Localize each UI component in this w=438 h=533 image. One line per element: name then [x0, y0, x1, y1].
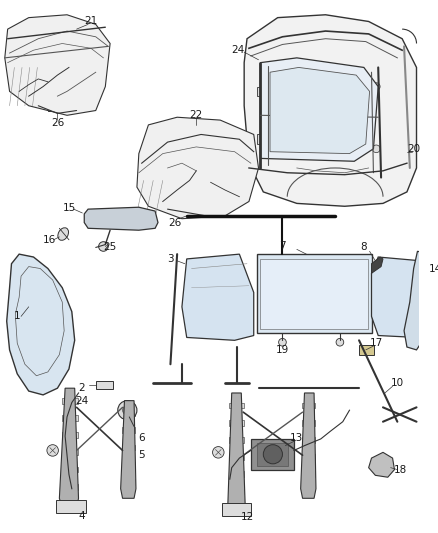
Bar — [251, 439, 294, 470]
Text: 1: 1 — [14, 311, 21, 321]
Text: 13: 13 — [290, 433, 304, 443]
Ellipse shape — [47, 445, 58, 456]
Ellipse shape — [123, 406, 132, 415]
Bar — [229, 402, 244, 408]
Bar — [62, 467, 78, 472]
Bar — [359, 345, 374, 354]
Bar — [302, 402, 315, 408]
Ellipse shape — [118, 401, 137, 420]
Text: 21: 21 — [85, 17, 98, 27]
Text: 24: 24 — [231, 45, 244, 55]
Text: 4: 4 — [78, 511, 85, 521]
Ellipse shape — [372, 145, 380, 152]
Ellipse shape — [372, 83, 380, 91]
Polygon shape — [404, 251, 433, 350]
Polygon shape — [300, 393, 316, 498]
Bar — [229, 437, 244, 443]
Bar — [257, 134, 264, 144]
Ellipse shape — [263, 445, 283, 464]
Text: 24: 24 — [75, 395, 88, 406]
Ellipse shape — [264, 63, 272, 71]
Text: 15: 15 — [62, 203, 76, 213]
Polygon shape — [84, 207, 158, 230]
Polygon shape — [371, 257, 383, 273]
Bar — [62, 484, 78, 490]
Bar — [62, 432, 78, 438]
Bar — [122, 427, 135, 433]
Text: 12: 12 — [240, 512, 254, 522]
Text: 20: 20 — [407, 144, 420, 154]
Bar — [257, 443, 288, 466]
Polygon shape — [60, 388, 78, 508]
Ellipse shape — [226, 504, 236, 514]
Bar — [122, 445, 135, 450]
Text: 10: 10 — [391, 378, 404, 389]
Text: 14: 14 — [429, 263, 438, 273]
Ellipse shape — [60, 501, 69, 511]
Polygon shape — [7, 254, 75, 395]
Text: 6: 6 — [138, 433, 145, 443]
Ellipse shape — [393, 298, 401, 306]
Bar — [229, 489, 244, 495]
Bar — [122, 410, 135, 416]
Bar — [96, 382, 113, 389]
Polygon shape — [222, 503, 251, 515]
Ellipse shape — [376, 459, 388, 471]
Bar — [302, 472, 315, 477]
Bar — [62, 415, 78, 421]
Polygon shape — [137, 117, 258, 219]
Text: 19: 19 — [276, 345, 289, 355]
Bar — [257, 254, 371, 333]
Text: 3: 3 — [167, 254, 174, 264]
Bar — [62, 449, 78, 455]
Bar — [229, 472, 244, 477]
Bar — [48, 104, 67, 111]
Ellipse shape — [52, 45, 86, 80]
Text: 16: 16 — [43, 235, 57, 245]
Bar — [122, 479, 135, 485]
Bar — [229, 454, 244, 460]
Bar — [302, 420, 315, 425]
Polygon shape — [369, 453, 395, 477]
Ellipse shape — [187, 161, 206, 180]
Ellipse shape — [99, 241, 108, 251]
Text: 8: 8 — [360, 243, 367, 253]
Ellipse shape — [212, 447, 224, 458]
Ellipse shape — [336, 338, 344, 346]
Bar — [62, 398, 78, 403]
Ellipse shape — [179, 154, 213, 188]
Polygon shape — [120, 401, 136, 498]
Ellipse shape — [58, 228, 68, 240]
Bar — [122, 462, 135, 467]
Bar — [229, 420, 244, 425]
Bar — [261, 259, 367, 329]
Polygon shape — [244, 15, 417, 206]
Bar — [302, 454, 315, 460]
Ellipse shape — [279, 338, 286, 346]
Ellipse shape — [74, 501, 83, 511]
Text: 18: 18 — [394, 465, 407, 474]
Text: 22: 22 — [190, 110, 203, 120]
Polygon shape — [371, 257, 426, 337]
Ellipse shape — [60, 53, 78, 72]
Polygon shape — [228, 393, 245, 513]
Ellipse shape — [240, 504, 249, 514]
Ellipse shape — [89, 211, 150, 228]
Text: 2: 2 — [78, 383, 85, 393]
Bar — [257, 86, 264, 96]
Polygon shape — [261, 58, 378, 161]
Polygon shape — [5, 15, 110, 115]
Bar — [177, 207, 204, 215]
Text: 26: 26 — [51, 118, 64, 128]
Bar — [302, 437, 315, 443]
Text: 5: 5 — [138, 450, 145, 460]
Polygon shape — [56, 500, 86, 513]
Text: 26: 26 — [169, 217, 182, 228]
Text: 7: 7 — [279, 241, 286, 252]
Polygon shape — [182, 254, 254, 340]
Text: 25: 25 — [103, 243, 117, 253]
Text: 17: 17 — [370, 338, 383, 348]
Polygon shape — [270, 68, 370, 154]
Ellipse shape — [36, 72, 56, 91]
